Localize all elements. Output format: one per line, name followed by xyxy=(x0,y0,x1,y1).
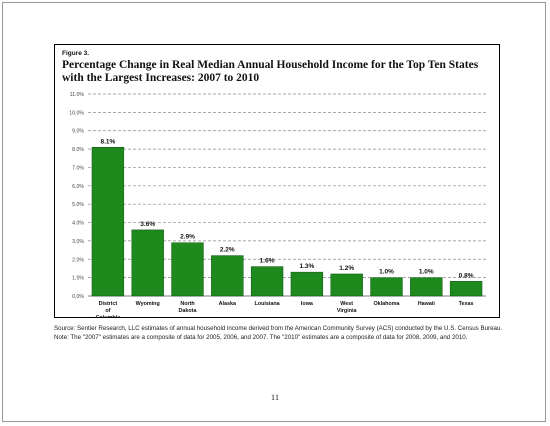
x-tick-label: District xyxy=(99,301,118,307)
methodology-note: Note: The "2007" estimates are a composi… xyxy=(54,334,468,342)
figure-label: Figure 3. xyxy=(62,50,90,57)
bar xyxy=(449,281,483,297)
y-tick-label: 7.0% xyxy=(72,165,84,171)
data-label: 1.0% xyxy=(419,269,434,276)
x-tick-label: Dakota xyxy=(179,308,198,314)
bar xyxy=(131,229,164,297)
page-border xyxy=(2,2,546,422)
x-tick-label: of xyxy=(105,308,110,314)
y-tick-label: 11.0% xyxy=(70,92,85,98)
figure-notes: Source: Sentier Research, LLC estimates … xyxy=(54,324,524,342)
data-label: 1.6% xyxy=(260,258,275,265)
data-label: 2.2% xyxy=(220,247,235,254)
y-tick-label: 4.0% xyxy=(72,221,84,227)
page-number: 11 xyxy=(270,392,280,402)
bar xyxy=(250,266,284,297)
data-label: 1.3% xyxy=(299,263,314,270)
x-tick-label: West xyxy=(340,301,353,307)
source-note: Source: Sentier Research, LLC estimates … xyxy=(54,325,503,332)
x-tick-label: Virginia xyxy=(337,308,358,314)
y-tick-label: 2.0% xyxy=(72,257,84,263)
data-label: 0.8% xyxy=(459,272,474,279)
bar xyxy=(330,273,363,297)
x-tick-label: Texas xyxy=(459,301,474,307)
data-label: 2.9% xyxy=(180,234,195,241)
x-tick-label: Iowa xyxy=(301,301,314,307)
y-tick-label: 6.0% xyxy=(72,184,84,190)
y-tick-label: 10.0% xyxy=(69,110,84,116)
bar xyxy=(290,271,324,297)
x-tick-label: Louisiana xyxy=(255,301,281,307)
bar xyxy=(211,255,244,297)
x-tick-label: Wyoming xyxy=(136,301,160,307)
data-label: 8.1% xyxy=(100,138,115,145)
x-tick-label: Hawaii xyxy=(418,301,436,307)
y-tick-label: 0.0% xyxy=(72,294,84,300)
data-label: 1.0% xyxy=(379,269,394,276)
bar-chart: 0.0% 1.0% 2.0% 3.0% 4.0% 5.0% 6.0% 7.0% 8.0% 9.0%… xyxy=(69,92,486,318)
y-tick-label: 8.0% xyxy=(72,147,84,153)
bar xyxy=(410,277,443,297)
x-tick-label: Alaska xyxy=(219,301,237,307)
data-label: 1.2% xyxy=(339,265,354,272)
chart-title: Percentage Change in Real Median Annual … xyxy=(62,59,479,84)
y-tick-label: 9.0% xyxy=(72,129,84,135)
data-label: 3.6% xyxy=(140,221,155,228)
y-tick-label: 1.0% xyxy=(72,276,84,282)
y-tick-label: 3.0% xyxy=(72,239,84,245)
bar xyxy=(171,242,204,297)
y-tick-label: 5.0% xyxy=(72,202,84,208)
bar xyxy=(370,277,403,297)
x-tick-label: Oklahoma xyxy=(373,301,400,307)
bar xyxy=(91,147,125,297)
x-tick-label: North xyxy=(180,301,194,307)
x-tick-label: Columbia xyxy=(96,315,122,318)
